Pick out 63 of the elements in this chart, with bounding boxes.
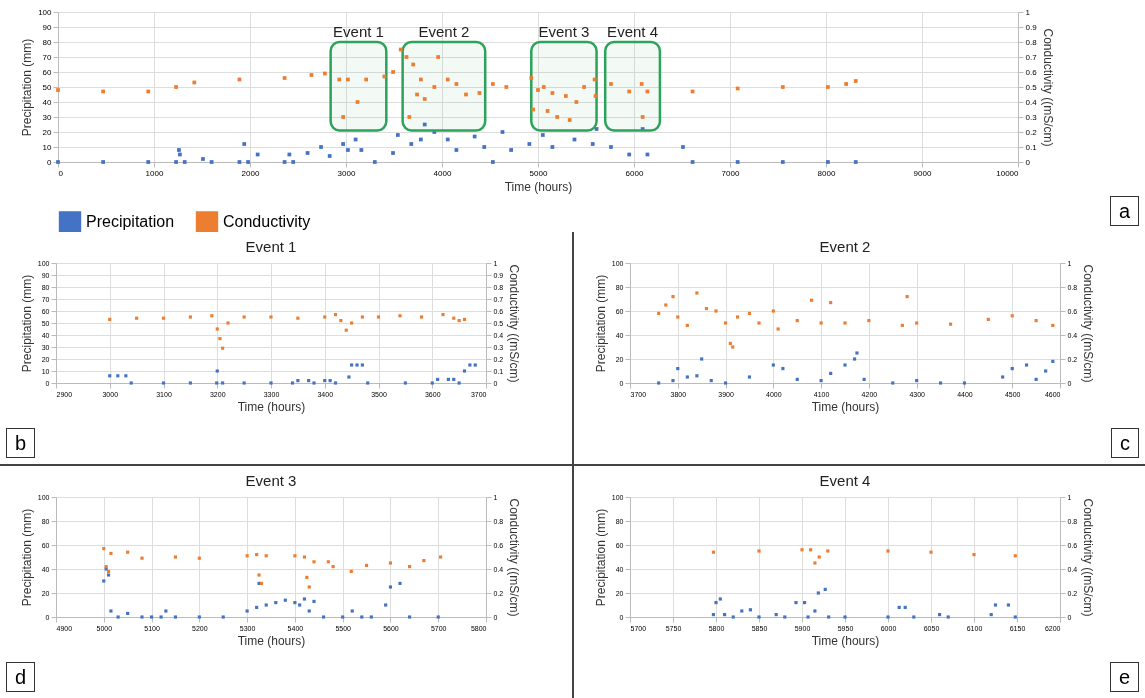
y2-axis-title: Conductivity ((mS/cm) bbox=[1080, 264, 1095, 383]
y2-tick-label: 0 bbox=[1025, 157, 1031, 167]
x-tick-label: 10000 bbox=[996, 168, 1020, 178]
legend-label: Conductivity bbox=[223, 213, 311, 231]
y-axis-title: Precipitation (mm) bbox=[19, 274, 34, 373]
y-tick-label: 10 bbox=[42, 142, 53, 152]
text: a bbox=[1109, 196, 1139, 226]
text: d bbox=[6, 662, 36, 692]
y2-tick-label: 0.5 bbox=[1025, 82, 1038, 92]
text: c bbox=[1111, 428, 1139, 458]
x-tick-label: 1000 bbox=[145, 168, 164, 178]
chart-title: Event 1 bbox=[245, 238, 297, 255]
y-tick-label: 60 bbox=[42, 67, 53, 77]
y2-axis-title: Conductivity ((mS/cm) bbox=[1040, 28, 1055, 147]
y-tick-label: 100 bbox=[38, 7, 53, 17]
chart-title: Event 3 bbox=[245, 472, 297, 489]
legend-label: Precipitation bbox=[86, 213, 175, 231]
x-tick-label: 4000 bbox=[433, 168, 452, 178]
x-tick-label: 0 bbox=[58, 168, 64, 178]
y2-tick-label: 0.9 bbox=[1025, 22, 1038, 32]
x-tick-label: 7000 bbox=[721, 168, 740, 178]
x-axis-title: Time (hours) bbox=[811, 399, 879, 414]
x-tick-label: 8000 bbox=[817, 168, 836, 178]
band-label: Event 3 bbox=[538, 23, 590, 40]
text: e bbox=[1109, 662, 1139, 692]
y-axis-title: Precipitation (mm) bbox=[19, 508, 34, 607]
y2-tick-label: 0.6 bbox=[1025, 67, 1038, 77]
y-tick-label: 50 bbox=[42, 82, 53, 92]
y-tick-label: 20 bbox=[42, 127, 53, 137]
text: b bbox=[6, 428, 36, 458]
x-axis-title: Time (hours) bbox=[811, 633, 879, 648]
y2-tick-label: 1 bbox=[1025, 7, 1031, 17]
band-label: Event 2 bbox=[418, 23, 470, 40]
x-axis-title: Time (hours) bbox=[504, 179, 573, 194]
y-tick-label: 40 bbox=[42, 97, 53, 107]
x-tick-label: 6000 bbox=[625, 168, 644, 178]
chart-title: Event 2 bbox=[819, 238, 870, 255]
y2-axis-title: Conductivity ((mS/cm) bbox=[507, 264, 522, 383]
y2-tick-label: 0.3 bbox=[1025, 112, 1038, 122]
y2-axis-title: Conductivity ((mS/cm) bbox=[1080, 498, 1095, 617]
x-axis-title: Time (hours) bbox=[237, 633, 306, 648]
chart-title: Event 4 bbox=[819, 472, 870, 489]
y-tick-label: 30 bbox=[42, 112, 53, 122]
y-tick-label: 80 bbox=[42, 37, 53, 47]
y-tick-label: 70 bbox=[42, 52, 53, 62]
y-axis-title: Precipitation (mm) bbox=[20, 38, 35, 137]
y-tick-label: 90 bbox=[42, 22, 53, 32]
x-tick-label: 2000 bbox=[241, 168, 260, 178]
x-tick-label: 3000 bbox=[337, 168, 356, 178]
y-axis-title: Precipitation (mm) bbox=[593, 274, 608, 373]
x-axis-title: Time (hours) bbox=[237, 399, 306, 414]
y2-tick-label: 0.2 bbox=[1025, 127, 1038, 137]
y-axis-title: Precipitation (mm) bbox=[593, 508, 608, 607]
y2-tick-label: 0.1 bbox=[1025, 142, 1038, 152]
y2-tick-label: 0.8 bbox=[1025, 37, 1038, 47]
y2-tick-label: 0.4 bbox=[1025, 97, 1038, 107]
y2-axis-title: Conductivity ((mS/cm) bbox=[507, 498, 522, 617]
band-label: Event 4 bbox=[607, 23, 658, 40]
x-tick-label: 5000 bbox=[529, 168, 548, 178]
x-tick-label: 9000 bbox=[913, 168, 932, 178]
y-tick-label: 0 bbox=[47, 157, 53, 167]
band-label: Event 1 bbox=[333, 23, 384, 40]
y2-tick-label: 0.7 bbox=[1025, 52, 1038, 62]
